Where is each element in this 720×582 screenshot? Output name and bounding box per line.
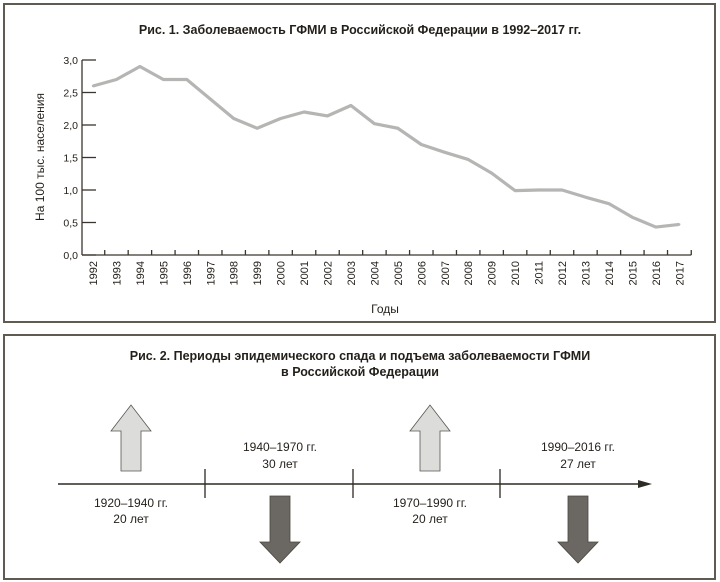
data-point (138, 65, 142, 68)
data-point (349, 104, 353, 107)
series-line (92, 64, 680, 229)
timeline-arrowhead-icon (638, 480, 652, 488)
data-point (255, 127, 259, 130)
data-point (326, 114, 329, 118)
x-tick-label: 2016 (651, 261, 663, 285)
y-tick-label: 0,0 (63, 250, 78, 262)
data-point (279, 117, 282, 120)
x-tick-label: 2000 (276, 261, 288, 285)
y-tick-label: 2,5 (63, 88, 78, 100)
x-tick-label: 2008 (463, 261, 475, 285)
figure-2-frame (3, 334, 716, 580)
up-arrow-icon (110, 404, 152, 472)
data-point (490, 171, 493, 175)
x-tick-label: 2005 (393, 261, 405, 285)
data-point (607, 202, 611, 205)
figure-1-frame (3, 3, 716, 323)
data-point (420, 143, 423, 146)
period-range: 1990–2016 гг. (541, 440, 615, 454)
y-tick-label: 2,0 (63, 120, 78, 132)
y-tick-label: 3,0 (63, 55, 78, 67)
x-tick-label: 2009 (487, 261, 499, 285)
data-point (232, 117, 235, 120)
up-arrow-icon (409, 404, 451, 472)
data-point (162, 78, 165, 81)
data-point (467, 158, 470, 161)
x-tick-label: 1998 (229, 261, 241, 285)
timeline-title-line2: в Российской Федерации (281, 365, 439, 379)
x-tick-label: 2002 (323, 261, 335, 285)
line-chart: 0,0 0,5 1,0 1,5 2,0 2,5 3,0 1992 1993 1994 1995 199… (63, 55, 692, 285)
data-point (115, 78, 118, 81)
data-point (584, 195, 587, 199)
x-axis-label: Годы (371, 302, 399, 316)
y-axis-label: На 100 тыс. населения (33, 93, 47, 221)
x-tick-label: 2007 (440, 261, 452, 285)
period-duration: 20 лет (412, 512, 448, 526)
x-tick-label: 2003 (346, 261, 358, 285)
data-point (443, 151, 446, 154)
data-point (654, 225, 657, 229)
data-point (631, 216, 634, 219)
data-point (560, 188, 564, 192)
period-duration: 20 лет (113, 512, 149, 526)
x-tick-label: 1999 (252, 261, 264, 285)
chart-title: Рис. 1. Заболеваемость ГФМИ в Российской… (139, 23, 581, 37)
x-tick-label: 1992 (88, 261, 100, 285)
data-point (91, 84, 95, 88)
period-range: 1970–1990 гг. (393, 496, 467, 510)
x-tick-label: 2010 (510, 261, 522, 285)
y-tick-label: 1,5 (63, 153, 78, 165)
x-tick-label: 2006 (416, 261, 428, 285)
x-tick-label: 2015 (627, 261, 639, 285)
timeline: 1920–1940 гг. 20 лет 1940–1970 гг. 30 лет 19… (58, 404, 652, 564)
data-point (185, 78, 188, 81)
data-point (396, 127, 400, 130)
data-point (302, 110, 306, 114)
period-range: 1920–1940 гг. (94, 496, 168, 510)
data-point (537, 188, 540, 192)
down-arrow-icon (259, 495, 301, 564)
y-tick-label: 0,5 (63, 218, 78, 230)
data-point (209, 97, 212, 101)
x-tick-label: 1994 (135, 261, 147, 285)
period-duration: 30 лет (262, 457, 298, 471)
data-point (373, 122, 376, 125)
down-arrow-icon (557, 495, 599, 564)
timeline-title-line1: Рис. 2. Периоды эпидемического спада и п… (130, 349, 590, 363)
x-tick-label: 2004 (369, 261, 381, 285)
x-tick-label: 2012 (557, 261, 569, 285)
period-range: 1940–1970 гг. (243, 440, 317, 454)
x-tick-label: 1993 (111, 261, 123, 285)
x-tick-label: 1996 (182, 261, 194, 285)
period-duration: 27 лет (560, 457, 596, 471)
y-tick-label: 1,0 (63, 185, 78, 197)
x-tick-label: 2001 (299, 261, 311, 285)
data-point (678, 223, 681, 226)
x-tick-label: 1995 (158, 261, 170, 285)
x-tick-label: 2011 (534, 261, 546, 285)
x-tick-label: 2017 (674, 261, 686, 285)
x-tick-label: 1997 (205, 261, 217, 285)
data-point (513, 189, 517, 192)
x-tick-label: 2014 (604, 261, 616, 285)
x-tick-label: 2013 (580, 261, 592, 285)
